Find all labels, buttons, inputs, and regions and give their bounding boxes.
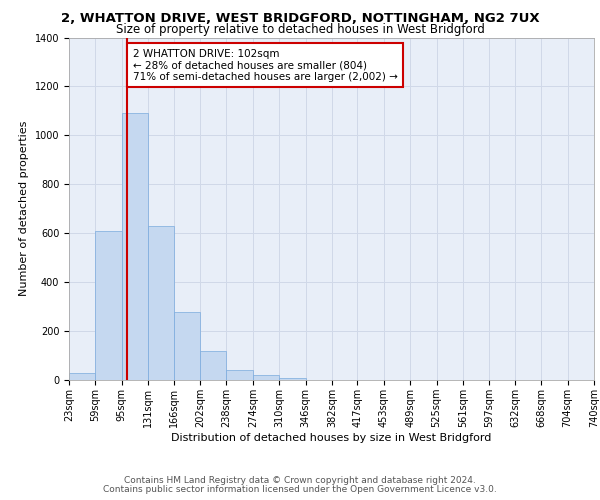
Bar [95,231,122,380]
Text: Contains public sector information licensed under the Open Government Licence v3: Contains public sector information licen… [103,485,497,494]
Bar [200,350,226,380]
Bar [253,375,279,380]
X-axis label: Distribution of detached houses by size in West Bridgford: Distribution of detached houses by size … [172,432,491,442]
Text: 2, WHATTON DRIVE, WEST BRIDGFORD, NOTTINGHAM, NG2 7UX: 2, WHATTON DRIVE, WEST BRIDGFORD, NOTTIN… [61,12,539,26]
Bar [226,370,253,380]
Text: Contains HM Land Registry data © Crown copyright and database right 2024.: Contains HM Land Registry data © Crown c… [124,476,476,485]
Bar [69,372,95,380]
Text: 2 WHATTON DRIVE: 102sqm
← 28% of detached houses are smaller (804)
71% of semi-d: 2 WHATTON DRIVE: 102sqm ← 28% of detache… [133,48,398,82]
Bar [148,226,174,380]
Bar [174,312,200,380]
Bar [279,378,305,380]
Bar [122,114,148,380]
Text: Size of property relative to detached houses in West Bridgford: Size of property relative to detached ho… [116,22,484,36]
Y-axis label: Number of detached properties: Number of detached properties [19,121,29,296]
